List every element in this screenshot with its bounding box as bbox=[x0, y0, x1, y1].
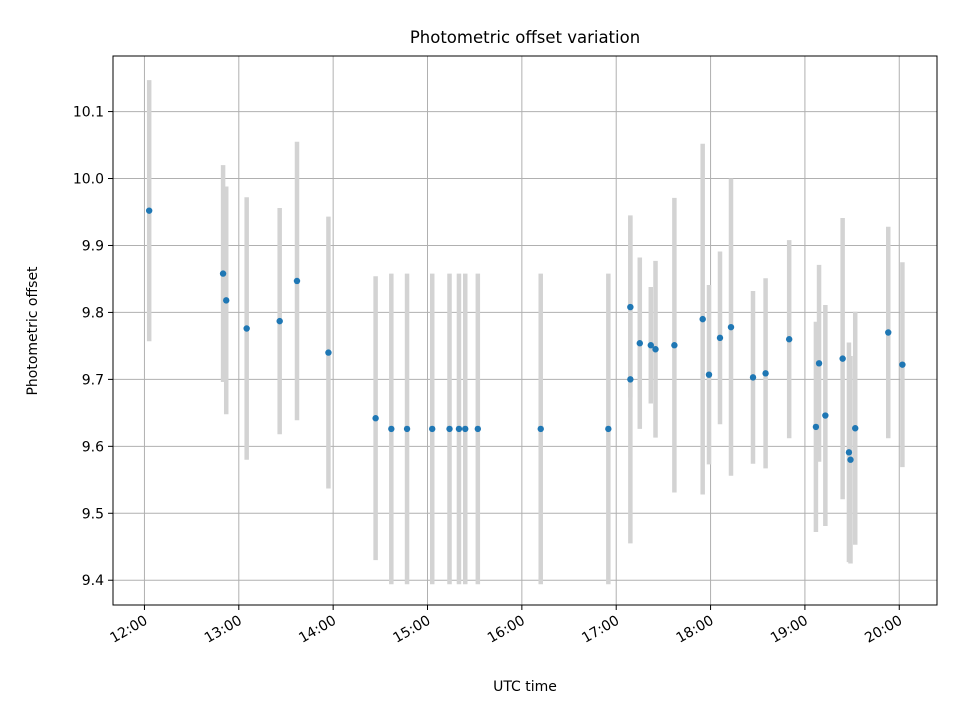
data-point bbox=[762, 370, 769, 377]
data-point bbox=[845, 449, 853, 456]
y-axis-ticks: 9.4 9.5 9.6 9.7 9.8 9.9 10.0 10.1 bbox=[73, 105, 113, 589]
data-point bbox=[785, 336, 793, 343]
data-point bbox=[627, 376, 634, 383]
data-point bbox=[847, 456, 854, 463]
data-point bbox=[455, 425, 463, 433]
data-point bbox=[647, 342, 655, 349]
data-point bbox=[243, 325, 250, 332]
data-point bbox=[276, 317, 283, 325]
data-point bbox=[403, 425, 411, 433]
data-point bbox=[705, 371, 713, 378]
data-point bbox=[474, 425, 482, 433]
y-tick-label: 9.9 bbox=[82, 238, 104, 254]
data-points bbox=[145, 207, 906, 463]
data-point bbox=[605, 425, 612, 433]
data-point bbox=[749, 374, 757, 381]
data-point bbox=[429, 425, 436, 433]
data-point bbox=[627, 303, 634, 311]
data-point bbox=[671, 342, 678, 349]
y-tick-label: 9.4 bbox=[82, 573, 104, 589]
plot-frame bbox=[112, 55, 938, 606]
data-point bbox=[716, 334, 724, 342]
y-tick-label: 10.1 bbox=[73, 105, 104, 121]
data-point bbox=[462, 425, 469, 433]
data-point bbox=[219, 270, 227, 277]
y-tick-label: 9.8 bbox=[82, 305, 104, 321]
data-point bbox=[822, 412, 829, 419]
y-tick-label: 9.7 bbox=[82, 372, 104, 388]
data-point bbox=[223, 297, 230, 304]
y-tick-label: 9.5 bbox=[82, 506, 104, 522]
x-axis-label: UTC time bbox=[493, 679, 557, 695]
data-point bbox=[885, 329, 892, 336]
data-point bbox=[372, 415, 379, 422]
y-tick-label: 9.6 bbox=[82, 439, 104, 455]
data-point bbox=[899, 361, 906, 368]
data-point bbox=[727, 323, 735, 331]
plot-area-background bbox=[113, 56, 937, 605]
chart-title: Photometric offset variation bbox=[410, 28, 640, 47]
data-point bbox=[839, 355, 846, 362]
y-axis-label: Photometric offset bbox=[25, 266, 41, 396]
data-point bbox=[537, 425, 544, 433]
data-point bbox=[699, 315, 706, 323]
data-point bbox=[388, 425, 395, 433]
data-point bbox=[652, 346, 659, 353]
data-point bbox=[812, 423, 820, 431]
data-point bbox=[293, 277, 301, 285]
data-point bbox=[325, 349, 332, 356]
y-tick-label: 10.0 bbox=[73, 172, 104, 188]
data-point bbox=[446, 425, 453, 433]
data-point bbox=[815, 360, 823, 367]
data-point bbox=[852, 425, 859, 432]
data-point bbox=[636, 340, 643, 347]
grid-lines bbox=[113, 56, 937, 605]
data-point bbox=[145, 207, 153, 214]
